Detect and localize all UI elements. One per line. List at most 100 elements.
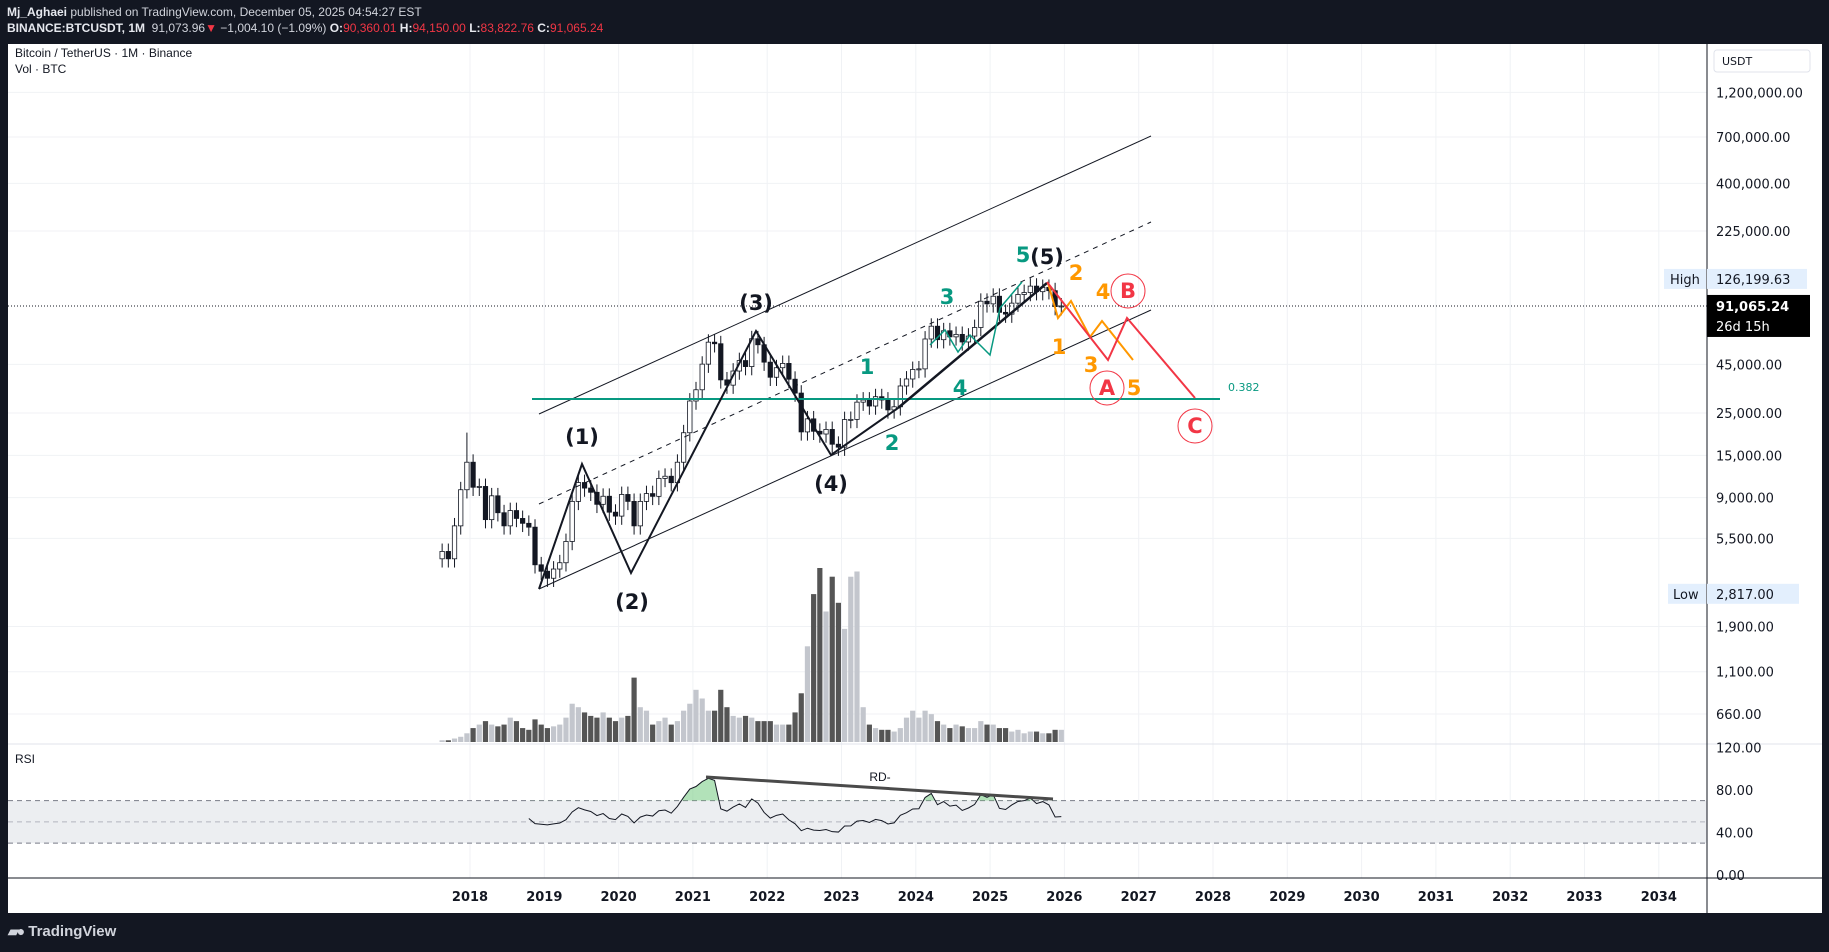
candle [693, 389, 699, 402]
time-axis-label: 2029 [1269, 890, 1305, 905]
teal-wave-label: 2 [885, 431, 900, 455]
price-axis-label: 9,000.00 [1716, 492, 1774, 507]
rsi-axis-label: 0.00 [1716, 869, 1745, 884]
candle [637, 500, 643, 527]
candle [550, 568, 557, 579]
time-axis-label: 2019 [526, 890, 562, 905]
currency-box [1713, 49, 1811, 73]
volume-bar [656, 721, 662, 742]
candle [600, 495, 606, 505]
volume-bar [1052, 729, 1058, 742]
volume-bar [550, 726, 557, 742]
price-axis-label: 225,000.00 [1716, 225, 1790, 240]
volume-bar [916, 717, 922, 742]
primary-wave-label: (5) [1030, 245, 1064, 269]
candle [650, 493, 656, 497]
volume-bar [637, 707, 643, 742]
volume-bar [1033, 731, 1040, 742]
volume-bar [612, 721, 619, 742]
time-axis-label: 2028 [1195, 890, 1231, 905]
candle [922, 338, 928, 370]
candle [575, 482, 581, 502]
rsi-legend[interactable]: RSI [15, 752, 36, 766]
rsi-axis-label: 80.00 [1716, 784, 1753, 799]
volume-bar [501, 724, 507, 742]
candle [489, 495, 495, 521]
volume-bar [520, 728, 526, 742]
primary-wave-label: (1) [565, 425, 599, 449]
corrective-wave-circle [1089, 370, 1125, 406]
time-axis-label: 2021 [675, 890, 711, 905]
rsi-divergence-line [705, 775, 1054, 801]
candle [451, 525, 458, 560]
low-value: 2,817.00 [1716, 588, 1774, 603]
volume-bar [495, 726, 501, 742]
candle [767, 361, 773, 378]
teal-wave-label: 4 [953, 376, 968, 400]
volume-bar [674, 721, 681, 742]
volume-bar [693, 689, 699, 742]
symbol-legend[interactable]: Bitcoin / TetherUS · 1M · Binance [15, 46, 193, 60]
volume-bar [575, 707, 581, 742]
candle [612, 511, 619, 517]
volume-bar [953, 724, 959, 742]
low-badge [1668, 583, 1706, 604]
volume-bar [526, 729, 532, 742]
candle [631, 500, 637, 527]
candle [835, 443, 842, 448]
volume-bar [959, 726, 965, 742]
volume-bar [885, 729, 891, 742]
orange-wave-label: 1 [1052, 335, 1067, 359]
candle [928, 325, 934, 340]
volume-bar [643, 710, 650, 742]
chart-canvas[interactable]: RD-0.382(1)(2)(3)(4)(5)1234512345ABC2018… [8, 44, 1822, 913]
candle [520, 518, 526, 524]
volume-bar [984, 724, 990, 742]
candle [625, 494, 631, 502]
volume-legend[interactable]: Vol · BTC [15, 62, 67, 76]
publish-line: Mj_Aghaei published on TradingView.com, … [7, 5, 422, 19]
volume-bar [507, 717, 513, 742]
corrective-wave-circle [1110, 273, 1146, 309]
volume-bar [842, 628, 848, 742]
volume-bar [965, 728, 972, 742]
volume-bar [464, 733, 470, 742]
volume-bar [631, 677, 637, 742]
volume-bar [668, 724, 674, 742]
candle [507, 510, 513, 527]
primary-wave-label: (4) [814, 472, 848, 496]
candle [990, 295, 996, 305]
volume-bar [798, 693, 804, 742]
volume-bar [804, 646, 811, 742]
candle [538, 564, 544, 572]
volume-bar [513, 721, 520, 742]
publish-header: Mj_Aghaei published on TradingView.com, … [0, 0, 1829, 44]
volume-bar [1021, 733, 1027, 742]
candle [959, 333, 965, 343]
low-label: Low [1673, 588, 1699, 603]
corrective-wave-label: C [1187, 414, 1202, 438]
time-axis-label: 2018 [452, 890, 488, 905]
time-axis-label: 2022 [749, 890, 785, 905]
candle [482, 486, 489, 521]
candle [711, 341, 718, 345]
candle [978, 300, 984, 328]
time-axis-label: 2032 [1492, 890, 1528, 905]
bar-countdown: 26d 15h [1716, 320, 1770, 335]
chart-area[interactable]: RD- 0.382 (1) (2) (3) (4) (5) 1 2 3 4 5 1 2 3 4 5 A B C 2018… [8, 44, 1822, 913]
volume-bar [972, 728, 978, 742]
volume-bar [978, 721, 984, 742]
volume-bar [445, 740, 451, 742]
channel-lower-line [538, 309, 1152, 590]
volume-bar [458, 736, 464, 742]
volume-bar [848, 576, 854, 742]
volume-bar [538, 724, 544, 742]
current-price-value: 91,065.24 [1716, 300, 1789, 315]
candle [780, 363, 786, 369]
tradingview-logo[interactable]: ▰● TradingView [8, 923, 116, 940]
author-link[interactable]: Mj_Aghaei [7, 5, 68, 19]
candle [563, 541, 569, 564]
volume-bar [662, 717, 668, 742]
price-axis-label: 400,000.00 [1716, 177, 1790, 192]
candle [885, 399, 891, 411]
